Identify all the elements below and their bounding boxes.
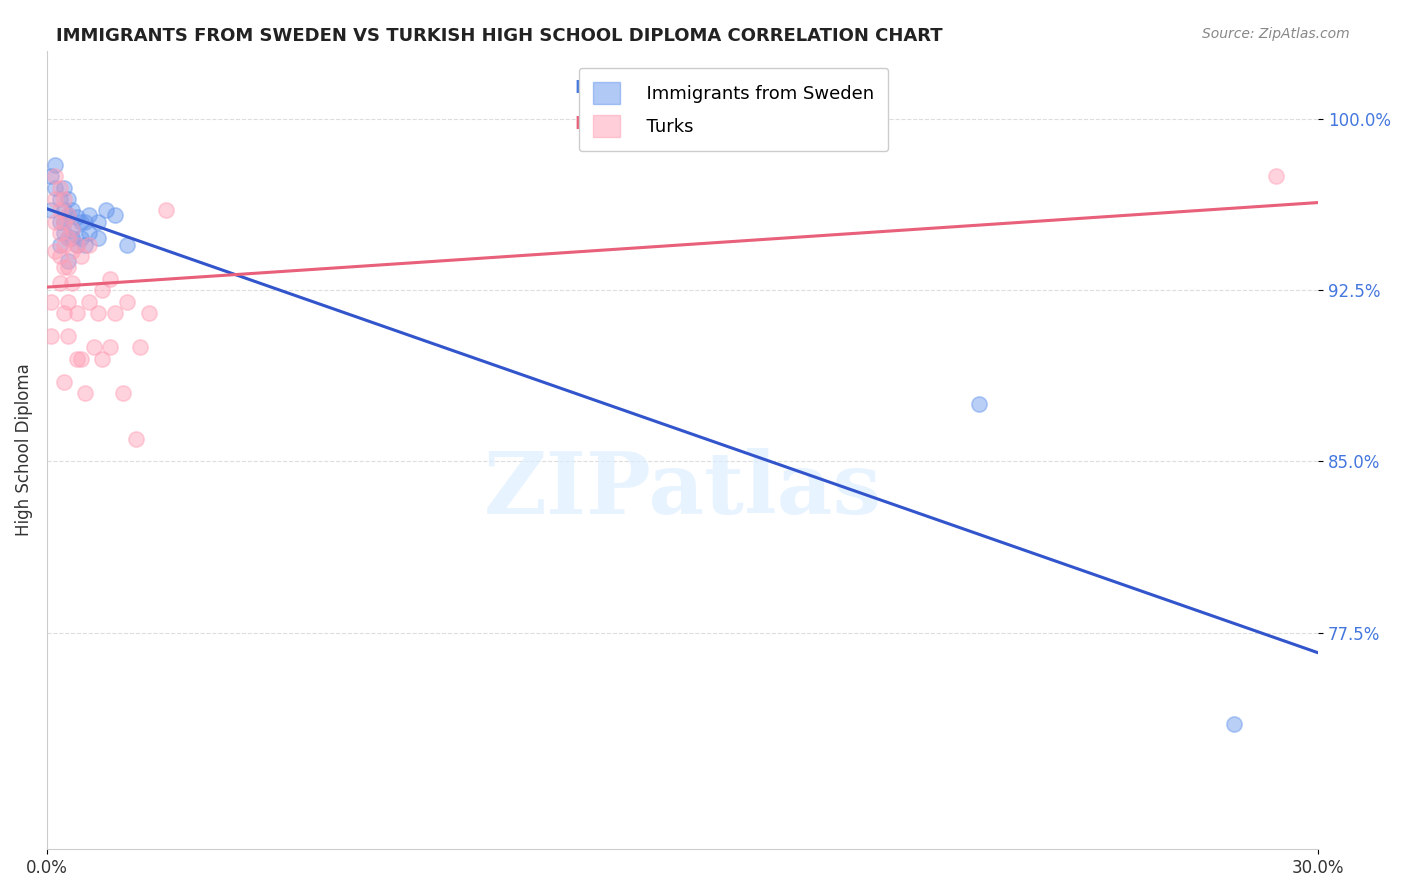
Point (56, 231, 79, 245)
Point (65, 211, 87, 225)
Point (44, 215, 66, 229)
Point (69, 231, 91, 245)
Point (65, 237, 87, 252)
Point (56, 208, 79, 222)
Point (87, 231, 110, 245)
Point (77, 226, 100, 240)
Point (48, 192, 70, 206)
Point (1264, 169, 1286, 184)
Point (39, 329, 62, 343)
Point (117, 294, 139, 309)
Point (91, 283, 114, 297)
Point (39, 169, 62, 184)
Point (73, 237, 96, 252)
Point (52, 192, 75, 206)
Point (44, 244, 66, 259)
Point (77, 208, 100, 222)
Point (52, 260, 75, 275)
Text: R = 0.107   N = 33: R = 0.107 N = 33 (575, 78, 759, 96)
Point (60, 203, 83, 218)
Point (44, 169, 66, 184)
Point (69, 215, 91, 229)
Point (48, 226, 70, 240)
Point (60, 221, 83, 235)
Point (48, 237, 70, 252)
Point (48, 215, 70, 229)
Point (56, 329, 79, 343)
Point (56, 208, 79, 222)
Point (56, 253, 79, 268)
Point (100, 272, 122, 286)
Text: IMMIGRANTS FROM SWEDEN VS TURKISH HIGH SCHOOL DIPLOMA CORRELATION CHART: IMMIGRANTS FROM SWEDEN VS TURKISH HIGH S… (56, 27, 943, 45)
Point (96, 203, 118, 218)
Point (52, 215, 75, 229)
Point (56, 260, 79, 275)
Point (44, 180, 66, 194)
Point (129, 340, 152, 354)
Point (52, 375, 75, 389)
Point (44, 192, 66, 206)
Point (39, 203, 62, 218)
Point (52, 226, 75, 240)
Point (60, 221, 83, 235)
Point (87, 215, 110, 229)
Point (56, 192, 79, 206)
Point (967, 397, 990, 411)
Point (48, 203, 70, 218)
Point (48, 277, 70, 291)
Point (44, 158, 66, 172)
Point (155, 203, 177, 218)
Point (48, 249, 70, 263)
Point (87, 306, 110, 320)
Point (60, 244, 83, 259)
Text: Source: ZipAtlas.com: Source: ZipAtlas.com (1202, 27, 1350, 41)
Point (77, 294, 100, 309)
Point (125, 432, 148, 446)
Point (56, 294, 79, 309)
Point (73, 215, 96, 229)
Point (1222, 716, 1244, 731)
Point (117, 237, 139, 252)
Point (65, 351, 87, 366)
Point (52, 203, 75, 218)
Point (77, 237, 100, 252)
Point (52, 215, 75, 229)
Point (100, 340, 122, 354)
Point (104, 306, 127, 320)
Point (73, 386, 96, 401)
Text: ZIPatlas: ZIPatlas (484, 448, 882, 532)
Point (69, 249, 91, 263)
Y-axis label: High School Diploma: High School Diploma (15, 364, 32, 536)
Point (69, 351, 91, 366)
Point (60, 231, 83, 245)
Point (39, 294, 62, 309)
Point (52, 180, 75, 194)
Point (56, 231, 79, 245)
Point (52, 306, 75, 320)
Point (48, 180, 70, 194)
Point (52, 237, 75, 252)
Text: R = 0.262   N = 47: R = 0.262 N = 47 (575, 114, 759, 133)
Point (65, 237, 87, 252)
Point (138, 306, 160, 320)
Point (104, 208, 127, 222)
Point (65, 306, 87, 320)
Legend:   Immigrants from Sweden,   Turks: Immigrants from Sweden, Turks (579, 68, 889, 152)
Point (112, 386, 135, 401)
Point (83, 340, 105, 354)
Point (91, 351, 114, 366)
Point (60, 277, 83, 291)
